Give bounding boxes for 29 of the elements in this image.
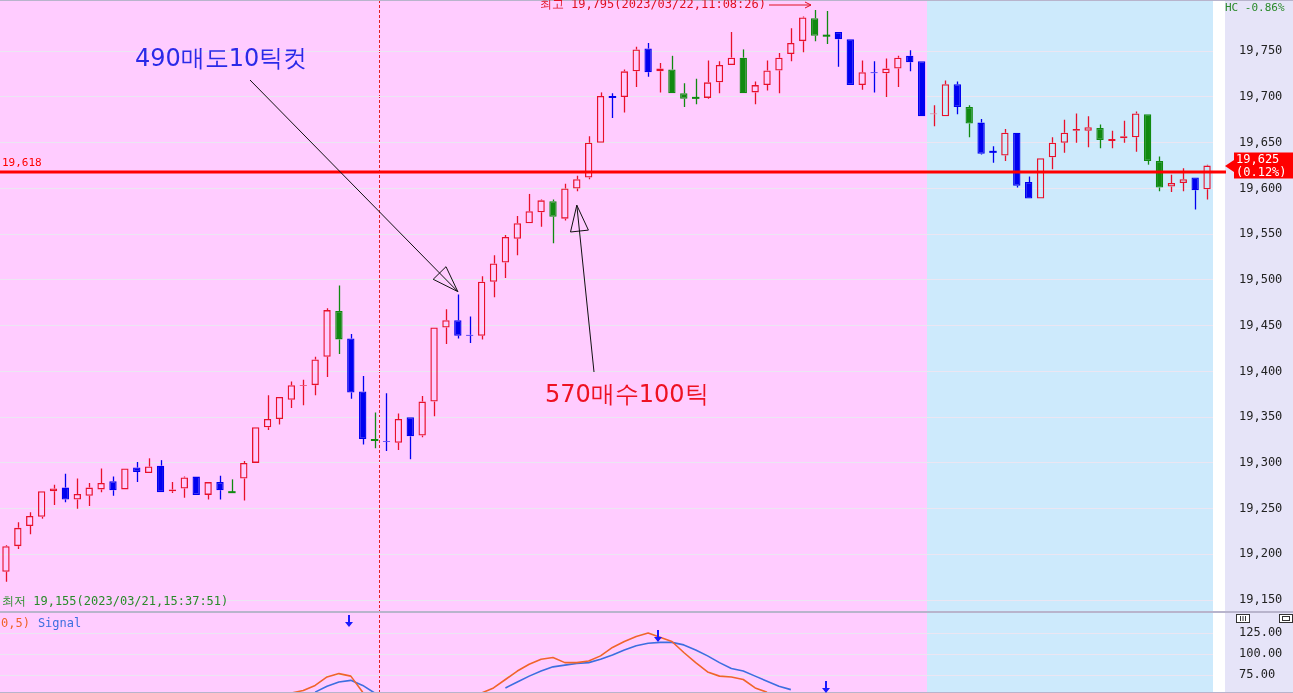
y-tick-label: 125.00 <box>1239 625 1283 640</box>
y-tick-label: 19,250 <box>1239 500 1283 515</box>
y-tick-label: 19,650 <box>1239 134 1283 149</box>
y-tick-label: 19,500 <box>1239 272 1283 287</box>
y-tick-label: 19,200 <box>1239 546 1283 561</box>
y-tick-label: 19,150 <box>1239 592 1283 607</box>
candlestick <box>359 375 367 446</box>
candlestick <box>691 78 701 105</box>
candlestick <box>1013 132 1021 189</box>
y-tick-label: 19,550 <box>1239 226 1283 241</box>
annotation: 490매도10틱컷 <box>135 44 308 73</box>
candlestick <box>454 293 462 340</box>
y-tick-label: 19,300 <box>1239 455 1283 470</box>
y-tick-label: 19,350 <box>1239 409 1283 424</box>
text: 19,625 (0.12%) <box>1236 151 1287 179</box>
y-tick-label: 19,600 <box>1239 180 1283 195</box>
y-tick-label: 19,750 <box>1239 43 1283 58</box>
y-tick-label: 19,700 <box>1239 89 1283 104</box>
y-tick-label: 75.00 <box>1239 667 1276 682</box>
y-tick-label: 100.00 <box>1239 646 1283 661</box>
y-tick-label: 19,450 <box>1239 317 1283 332</box>
annotation: 최저 19,155(2023/03/21,15:37:51) <box>2 594 229 609</box>
text: HC -0.86% <box>1225 0 1285 14</box>
ref-line-label: 19,618 <box>2 155 42 169</box>
text: 0,5) <box>1 616 30 631</box>
y-tick-label: 19,400 <box>1239 363 1283 378</box>
annotation: 570매수100틱 <box>545 380 709 409</box>
candlestick <box>834 32 843 68</box>
text: Signal <box>37 616 82 631</box>
